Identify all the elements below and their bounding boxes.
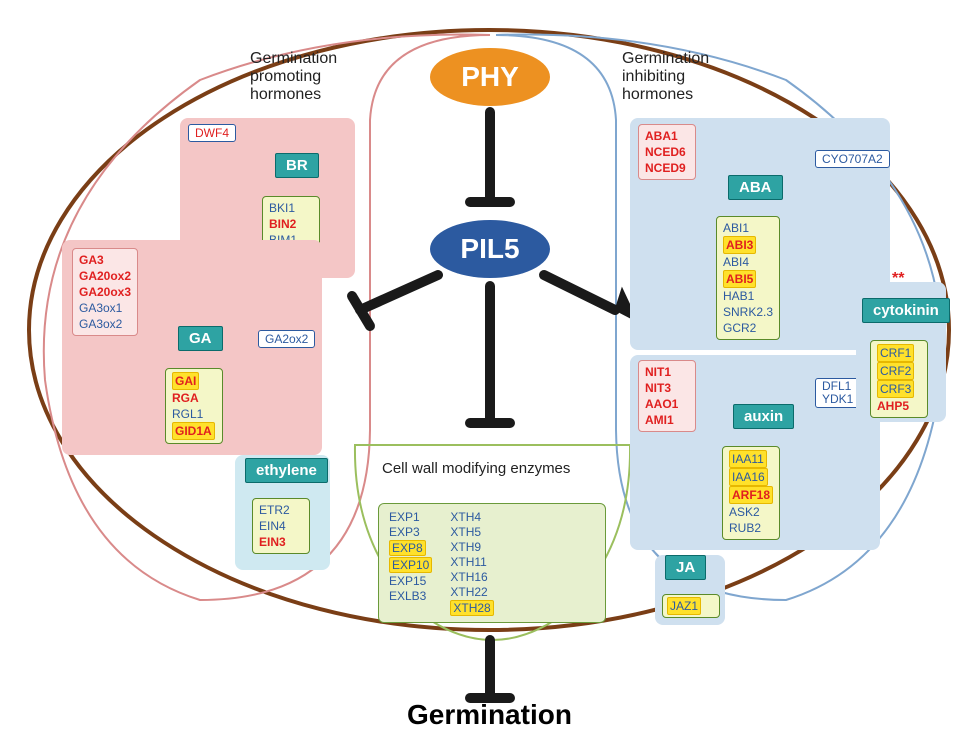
ga-signaling-genes: GAI RGA RGL1 GID1A [165,368,223,444]
cellwall-genes: EXP1 EXP3 EXP8 EXP10 EXP15 EXLB3 XTH4 XT… [378,503,606,623]
inhibiting-title: Germination inhibiting hormones [622,50,709,104]
pil5-node: PIL5 [430,220,550,278]
cytokinin-signaling-genes: CRF1 CRF2 CRF3 AHP5 [870,340,928,418]
promoting-title: Germination promoting hormones [250,50,337,104]
pill-cytokinin: cytokinin [862,298,950,323]
gene-cyo707a2: CYO707A2 [815,150,890,168]
aba-biosynth-genes: ABA1 NCED6 NCED9 [638,124,696,180]
auxin-biosynth-genes: NIT1 NIT3 AAO1 AMI1 [638,360,696,432]
ja-signaling-genes: JAZ1 [662,594,720,618]
gene-dwf4: DWF4 [188,124,236,142]
pill-auxin: auxin [733,404,794,429]
pill-br: BR [275,153,319,178]
ethylene-signaling-genes: ETR2 EIN4 EIN3 [252,498,310,554]
cytokinin-asterisks: ** [892,270,904,288]
aba-signaling-genes: ABI1 ABI3 ABI4 ABI5 HAB1 SNRK2.3 GCR2 [716,216,780,340]
pill-ga: GA [178,326,223,351]
pill-ja: JA [665,555,706,580]
phy-node: PHY [430,48,550,106]
germination-label: Germination [0,699,979,731]
gene-dfl1-ydk1: DFL1YDK1 [815,378,860,408]
auxin-signaling-genes: IAA11 IAA16 ARF18 ASK2 RUB2 [722,446,780,540]
pill-aba: ABA [728,175,783,200]
cellwall-title: Cell wall modifying enzymes [382,460,570,477]
gene-ga2ox2: GA2ox2 [258,330,315,348]
pill-ethylene: ethylene [245,458,328,483]
diagram-stage: Germination promoting hormones Germinati… [0,0,979,739]
ga-biosynth-genes: GA3 GA20ox2 GA20ox3 GA3ox1 GA3ox2 [72,248,138,336]
